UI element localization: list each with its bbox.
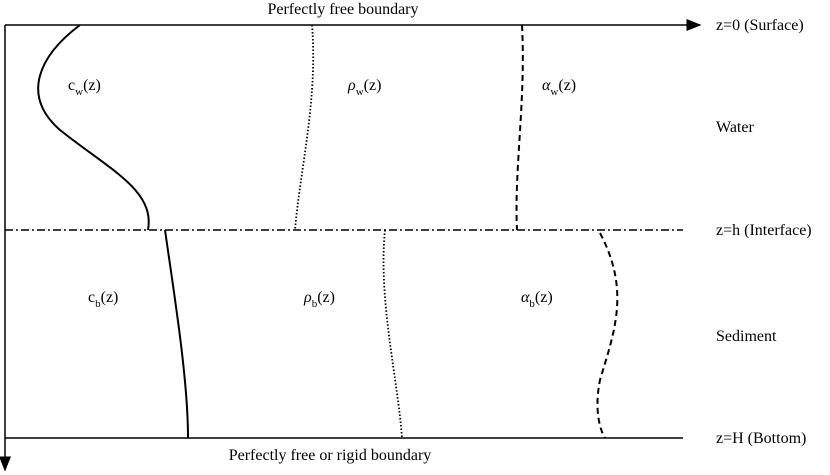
profile-label: αw(z) <box>542 77 576 98</box>
layer-label: Water <box>716 119 754 136</box>
profile-label: αb(z) <box>521 289 553 310</box>
level-label: z=0 (Surface) <box>716 17 804 34</box>
profile-arg: (z) <box>83 77 101 94</box>
rhow-curve <box>294 24 315 231</box>
top-boundary-label: Perfectly free boundary <box>267 1 418 18</box>
profile-base: α <box>542 77 551 94</box>
profile-label: ρb(z) <box>303 289 335 310</box>
rhob-curve <box>382 229 403 439</box>
profile-arg: (z) <box>317 289 335 306</box>
alphab-curve <box>596 232 619 439</box>
profile-base: ρ <box>303 289 312 306</box>
profile-arg: (z) <box>558 77 576 94</box>
profile-sub: b <box>95 298 101 310</box>
bottom-boundary-label: Perfectly free or rigid boundary <box>229 447 432 464</box>
profile-base: c <box>68 77 75 94</box>
profile-sub: w <box>75 86 83 98</box>
cb-curve <box>164 229 189 439</box>
profile-sub: w <box>356 86 364 98</box>
level-label: z=H (Bottom) <box>716 430 806 447</box>
profile-base: α <box>521 289 530 306</box>
profile-base: ρ <box>347 77 356 94</box>
cw-curve <box>37 24 150 231</box>
profile-sub: w <box>550 86 558 98</box>
profile-arg: (z) <box>101 289 119 306</box>
profile-sub: b <box>312 298 318 310</box>
profile-arg: (z) <box>535 289 553 306</box>
profile-label: cb(z) <box>88 289 118 310</box>
alphaw-curve <box>515 24 524 231</box>
level-label: z=h (Interface) <box>716 222 812 239</box>
profile-base: c <box>88 289 95 306</box>
profile-label: ρw(z) <box>347 77 381 98</box>
profile-label: cw(z) <box>68 77 101 98</box>
profile-arg: (z) <box>364 77 382 94</box>
layer-label: Sediment <box>716 328 777 345</box>
profile-labels: cw(z) ρw(z) αw(z)cb(z) ρb(z) αb(z) <box>68 77 576 310</box>
profile-sub: b <box>529 298 535 310</box>
